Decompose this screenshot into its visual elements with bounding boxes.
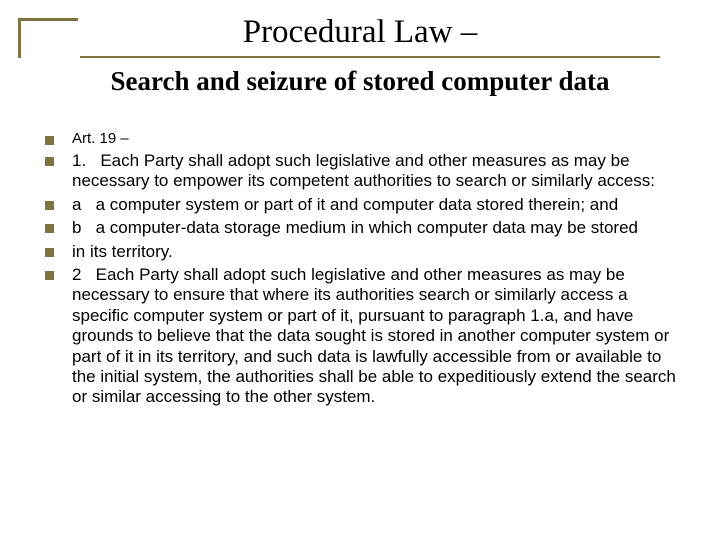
square-bullet-icon <box>45 136 54 145</box>
square-bullet-icon <box>45 157 54 166</box>
list-item: a a computer system or part of it and co… <box>45 195 685 215</box>
square-bullet-icon <box>45 224 54 233</box>
list-item: 2 Each Party shall adopt such legislativ… <box>45 265 685 408</box>
list-item: in its territory. <box>45 242 685 262</box>
list-item-text: 2 Each Party shall adopt such legislativ… <box>72 265 685 408</box>
list-item: Art. 19 – <box>45 130 685 148</box>
list-item-text: b a computer-data storage medium in whic… <box>72 218 638 238</box>
list-item-text: 1. Each Party shall adopt such legislati… <box>72 151 685 192</box>
title-line1: Procedural Law – <box>0 14 720 51</box>
square-bullet-icon <box>45 248 54 257</box>
title-line2: Search and seizure of stored computer da… <box>0 66 720 97</box>
list-item-text: in its territory. <box>72 242 173 262</box>
bullet-list: Art. 19 – 1. Each Party shall adopt such… <box>45 130 685 411</box>
list-item-text: a a computer system or part of it and co… <box>72 195 618 215</box>
list-item: b a computer-data storage medium in whic… <box>45 218 685 238</box>
list-item: 1. Each Party shall adopt such legislati… <box>45 151 685 192</box>
square-bullet-icon <box>45 201 54 210</box>
list-item-text: Art. 19 – <box>72 130 129 148</box>
square-bullet-icon <box>45 271 54 280</box>
title-underline <box>80 56 660 58</box>
